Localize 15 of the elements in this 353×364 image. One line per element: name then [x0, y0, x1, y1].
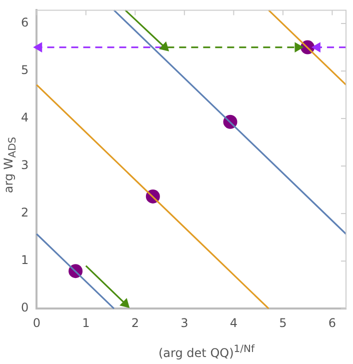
- y-tick-label: 3: [20, 158, 29, 172]
- y-tick-label: 0: [20, 300, 29, 315]
- x-tick-label: 5: [279, 316, 287, 330]
- y-tick-label: 1: [20, 253, 29, 268]
- x-tick-label: 3: [180, 316, 188, 330]
- y-tick-label: 2: [20, 206, 29, 220]
- y-tick-label: 5: [20, 63, 29, 78]
- x-tick-label: 2: [131, 316, 139, 330]
- y-tick-label: 4: [20, 110, 29, 125]
- y-tick-label: 6: [20, 16, 29, 30]
- x-axis-title: (arg det QQ)$^{1/Nf}$: [157, 344, 256, 360]
- x-tick-label: 4: [230, 316, 238, 330]
- x-tick-label: 0: [32, 316, 40, 330]
- x-tick-label: 6: [328, 316, 336, 330]
- x-tick-label: 1: [82, 316, 90, 330]
